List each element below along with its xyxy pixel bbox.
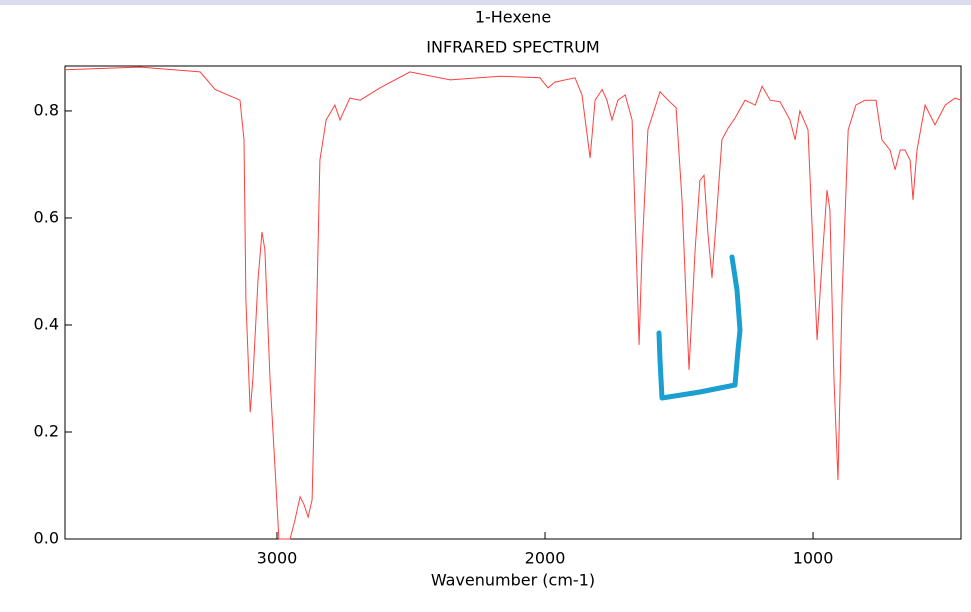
plot-frame [64,65,962,540]
marks: 0.0 0.2 0.4 0.6 0.8 3000 2000 1000 [34,66,962,568]
top-strip [0,0,971,5]
spectrum-line [64,66,962,540]
annotation-scribble [656,254,743,401]
y-tick-label: 0.8 [34,100,59,119]
y-tick-label: 0.4 [34,314,59,333]
y-tick-label: 0.2 [34,421,59,440]
x-tick-label: 3000 [257,549,298,568]
y-tick-label: 0.6 [34,207,59,226]
chart-subtitle: INFRARED SPECTRUM [426,38,599,57]
x-axis-label: Wavenumber (cm-1) [431,571,595,590]
x-tick-label: 2000 [525,549,566,568]
chart-title: 1-Hexene [475,8,551,27]
x-tick-label: 1000 [793,549,834,568]
y-tick-label: 0.0 [34,529,59,548]
